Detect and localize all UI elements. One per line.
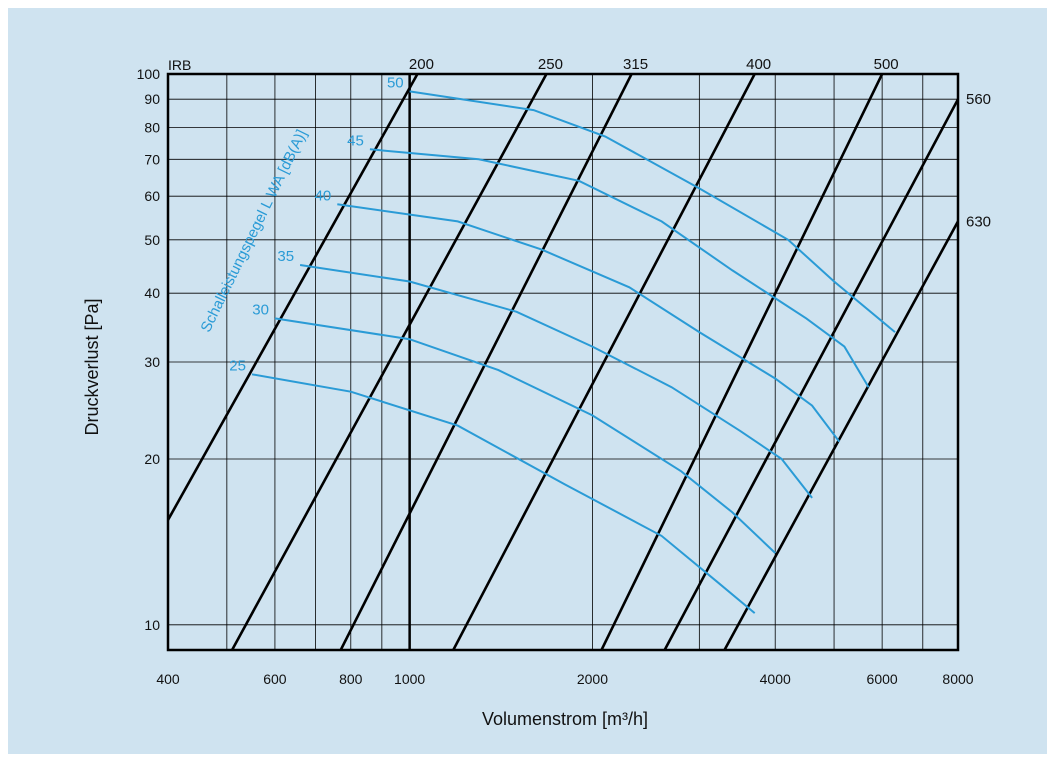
plot-frame bbox=[166, 72, 960, 652]
size-lines bbox=[168, 74, 958, 650]
size-line-400 bbox=[452, 74, 756, 650]
curve-50-db bbox=[409, 90, 896, 333]
x-axis-title: Volumenstrom [m³/h] bbox=[482, 709, 648, 729]
x-tick-label: 600 bbox=[263, 671, 287, 687]
size-line-label-400: 400 bbox=[746, 56, 771, 73]
size-line-label-250: 250 bbox=[538, 56, 563, 73]
curve-45-db bbox=[369, 148, 870, 388]
x-tick-label: 1000 bbox=[394, 671, 425, 687]
size-line-label-500: 500 bbox=[874, 56, 899, 73]
curve-label-30: 30 bbox=[252, 301, 269, 318]
size-label-irb: IRB bbox=[168, 57, 191, 73]
y-tick-label: 30 bbox=[144, 354, 160, 370]
size-line-label-560: 560 bbox=[966, 91, 991, 108]
x-tick-label: 400 bbox=[156, 671, 180, 687]
y-tick-label: 80 bbox=[144, 119, 160, 135]
x-tick-label: 800 bbox=[339, 671, 363, 687]
y-tick-label: 20 bbox=[144, 451, 160, 467]
size-line-500 bbox=[600, 74, 884, 650]
sound-power-curves bbox=[251, 90, 896, 614]
x-tick-label: 6000 bbox=[867, 671, 898, 687]
y-tick-label: 10 bbox=[144, 617, 160, 633]
size-line-200 bbox=[168, 74, 419, 521]
curve-25-db bbox=[251, 373, 756, 614]
size-line-label-630: 630 bbox=[966, 213, 991, 230]
x-tick-label: 4000 bbox=[760, 671, 791, 687]
curve-label-35: 35 bbox=[277, 248, 294, 265]
curve-label-25: 25 bbox=[229, 357, 246, 374]
curve-40-db bbox=[337, 203, 841, 443]
y-tick-label: 100 bbox=[137, 66, 161, 82]
y-tick-label: 50 bbox=[144, 232, 160, 248]
y-tick-label: 60 bbox=[144, 188, 160, 204]
curve-label-40: 40 bbox=[315, 187, 332, 204]
size-line-250 bbox=[230, 74, 548, 650]
curve-35-db bbox=[299, 264, 813, 499]
size-line-560 bbox=[663, 98, 958, 650]
size-line-label-315: 315 bbox=[623, 56, 648, 73]
curve-label-50: 50 bbox=[387, 74, 404, 91]
y-tick-label: 70 bbox=[144, 151, 160, 167]
size-line-630 bbox=[723, 220, 958, 650]
labels: 400 600 800 1000 2000 4000 6000 8000 10 20 30 40 50 6… bbox=[137, 56, 991, 687]
y-tick-label: 40 bbox=[144, 285, 160, 301]
x-tick-label: 8000 bbox=[942, 671, 973, 687]
size-line-315 bbox=[339, 74, 633, 650]
curve-label-45: 45 bbox=[347, 132, 364, 149]
chart-panel bbox=[8, 8, 1047, 754]
y-axis-title: Druckverlust [Pa] bbox=[82, 298, 102, 435]
curve-30-db bbox=[274, 317, 776, 554]
y-tick-label: 90 bbox=[144, 91, 160, 107]
size-line-label-200: 200 bbox=[409, 56, 434, 73]
x-tick-label: 2000 bbox=[577, 671, 608, 687]
